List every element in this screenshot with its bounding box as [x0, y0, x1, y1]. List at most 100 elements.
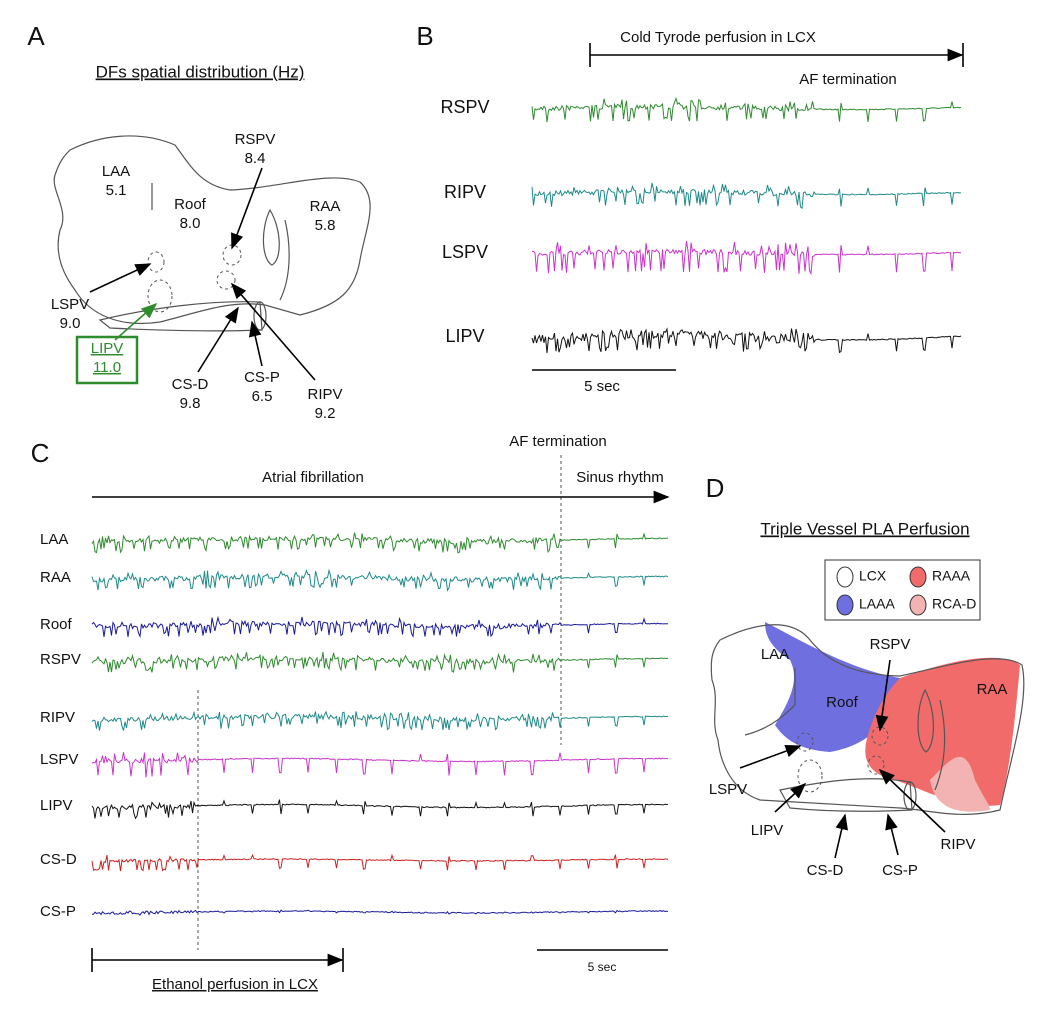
- region-name: RAA: [310, 198, 341, 215]
- rspv-site: [871, 726, 889, 746]
- atria-outline: [710, 624, 1025, 815]
- raaa-region: [865, 657, 1020, 806]
- lspv-site: [796, 732, 814, 752]
- region-label: LIPV: [751, 822, 784, 839]
- trace-label: RSPV: [40, 651, 81, 668]
- region-label: CS-D: [807, 862, 844, 879]
- panel-c: C AF termination Atrial fibrillation Sin…: [31, 433, 670, 993]
- trace-label: LSPV: [40, 751, 78, 768]
- rcad-region: [930, 756, 990, 812]
- trace-label: RIPV: [40, 709, 75, 726]
- signal-trace: [91, 799, 669, 820]
- region-label: RIPV: [940, 836, 975, 853]
- region-label: RAA: [977, 681, 1008, 698]
- arrow: [834, 813, 848, 859]
- structure: [744, 668, 946, 791]
- signal-trace: [531, 96, 962, 123]
- phase-label: Sinus rhythm: [576, 469, 664, 486]
- atria-outline: [53, 135, 371, 325]
- arrow: [248, 320, 263, 367]
- arrow: [230, 282, 316, 381]
- trace-label: LIPV: [40, 797, 73, 814]
- region-label: LAA: [761, 646, 789, 663]
- ripv-site: [216, 270, 236, 290]
- trace-label: RAA: [40, 569, 71, 586]
- region-name: CS-D: [172, 376, 209, 393]
- region-value: 5.8: [315, 217, 336, 234]
- signal-trace: [91, 853, 669, 872]
- perfusion-label: Cold Tyrode perfusion in LCX: [620, 29, 816, 46]
- signal-trace: [531, 327, 962, 354]
- region-value: 9.8: [180, 395, 201, 412]
- event-label: AF termination: [509, 433, 607, 450]
- panel-letter: A: [27, 21, 45, 51]
- arrow: [875, 659, 891, 732]
- trace-label: Roof: [40, 616, 73, 633]
- coronary-sinus: [779, 778, 913, 812]
- panel-letter: D: [706, 473, 725, 503]
- region-label: Roof: [826, 694, 859, 711]
- region-name: LIPV: [91, 340, 124, 357]
- arrow: [114, 302, 158, 341]
- arrow: [89, 263, 152, 293]
- trace-label: CS-P: [40, 903, 76, 920]
- region-name: Roof: [174, 196, 207, 213]
- region-value: 5.1: [106, 182, 127, 199]
- region-value: 9.0: [60, 315, 81, 332]
- trace-label: RSPV: [440, 97, 489, 117]
- cs-end: [903, 781, 917, 811]
- panel-letter: C: [31, 438, 50, 468]
- lspv-site: [147, 251, 165, 273]
- panel-letter: B: [416, 21, 433, 51]
- legend-swatch: [836, 566, 854, 588]
- structure: [151, 183, 290, 301]
- scale-label: 5 sec: [588, 960, 617, 974]
- region-name: RSPV: [235, 131, 276, 148]
- region-label: CS-P: [882, 862, 918, 879]
- panel-a: A DFs spatial distribution (Hz) LAA 5.1 Ro…: [27, 21, 371, 422]
- region-label: LSPV: [709, 781, 747, 798]
- trace-label: LAA: [40, 531, 68, 548]
- signal-trace: [91, 568, 669, 592]
- region-label: RSPV: [870, 636, 911, 653]
- region-name: CS-P: [244, 369, 280, 386]
- signal-trace: [531, 182, 962, 210]
- legend-swatch: [836, 594, 854, 616]
- legend-label: LCX: [859, 568, 887, 584]
- region-name: RIPV: [307, 386, 342, 403]
- ripv-site: [867, 755, 885, 775]
- phase-label: Atrial fibrillation: [262, 469, 364, 486]
- region-value: 8.0: [180, 215, 201, 232]
- laaa-region: [765, 622, 900, 752]
- trace-label: LSPV: [442, 242, 488, 262]
- signal-trace: [91, 532, 669, 554]
- trace-label: RIPV: [444, 182, 486, 202]
- perfusion-label: Ethanol perfusion in LCX: [152, 976, 318, 993]
- region-value: 9.2: [315, 405, 336, 422]
- event-label: AF termination: [799, 71, 897, 88]
- trace-label: LIPV: [445, 326, 484, 346]
- trace-label: CS-D: [40, 851, 77, 868]
- legend-label: RAAA: [932, 568, 971, 584]
- arrow: [774, 782, 807, 813]
- legend-label: RCA-D: [932, 596, 976, 612]
- arrow: [197, 306, 239, 373]
- signal-trace: [92, 909, 669, 916]
- legend-swatch: [909, 594, 927, 616]
- region-value: 11.0: [93, 359, 121, 376]
- arrow: [885, 813, 899, 856]
- lipv-site: [147, 279, 173, 313]
- panel-d: D Triple Vessel PLA Perfusion LCX RAAA LAA…: [706, 473, 1025, 879]
- region-name: LSPV: [51, 296, 89, 313]
- arrow: [878, 768, 946, 833]
- scale-label: 5 sec: [584, 378, 620, 395]
- signal-trace: [531, 240, 962, 276]
- panel-title: Triple Vessel PLA Perfusion: [760, 519, 969, 538]
- region-value: 8.4: [245, 150, 266, 167]
- region-value: 6.5: [252, 388, 273, 405]
- legend-swatch: [909, 566, 927, 588]
- signal-trace: [91, 752, 669, 778]
- lipv-site: [797, 759, 823, 793]
- region-name: LAA: [102, 163, 130, 180]
